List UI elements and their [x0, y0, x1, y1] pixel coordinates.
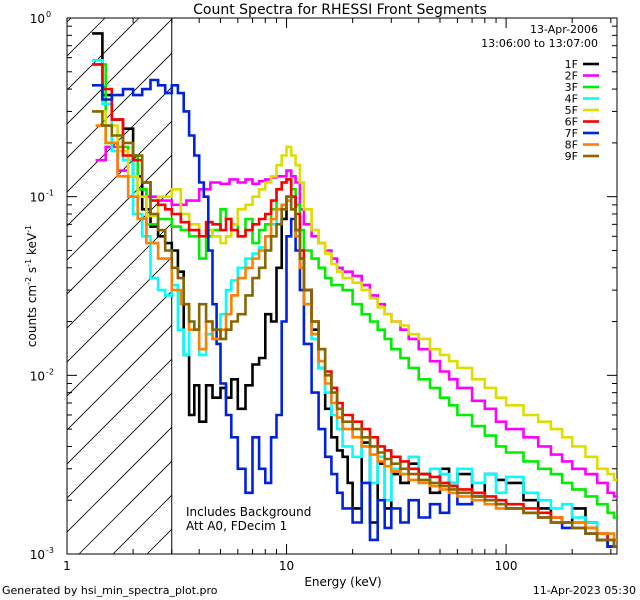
- plot-frame: [66, 17, 618, 555]
- hatch-line: [67, 86, 172, 193]
- y-tick-exponent: -2: [46, 367, 54, 376]
- legend-label-2f: 2F: [565, 70, 578, 83]
- series-group: [92, 32, 617, 548]
- hatch-line: [67, 18, 140, 91]
- hatch-line: [67, 188, 172, 295]
- series-line-3f: [95, 63, 617, 519]
- hatch-line: [67, 52, 172, 159]
- legend-label-4f: 4F: [565, 93, 578, 106]
- y-tick-label: 10: [30, 369, 45, 383]
- hatch-line: [67, 18, 106, 57]
- y-tick-exponent: -1: [46, 189, 54, 198]
- date-label: 13-Apr-2006: [530, 23, 598, 36]
- footer-generated-by: Generated by hsi_min_spectra_plot.pro: [2, 584, 218, 597]
- y-axis-label: counts cm-2 s-1 keV-1: [24, 225, 39, 347]
- series-line-5f: [95, 110, 617, 482]
- y-tick-exponent: -3: [46, 546, 54, 555]
- chart-title: Count Spectra for RHESSI Front Segments: [193, 2, 487, 18]
- hatch-line: [521, 18, 640, 554]
- legend-label-7f: 7F: [565, 127, 578, 140]
- legend-label-9f: 9F: [565, 150, 578, 163]
- x-tick-label: 10: [279, 559, 294, 573]
- y-tick-label: 10: [30, 12, 45, 26]
- legend-label-5f: 5F: [565, 104, 578, 117]
- hatch-line: [67, 222, 172, 329]
- legend-label-1f: 1F: [565, 58, 578, 71]
- hatch-line: [623, 18, 640, 554]
- hatch-line: [67, 426, 172, 533]
- y-tick-label: 10: [30, 548, 45, 562]
- hatch-line: [67, 358, 172, 465]
- legend-label-8f: 8F: [565, 139, 578, 152]
- hatch-line: [67, 18, 172, 125]
- time-range-label: 13:06:00 to 13:07:00: [481, 37, 598, 50]
- legend-label-6f: 6F: [565, 116, 578, 129]
- y-tick-label: 10: [30, 191, 45, 205]
- hatch-line: [78, 460, 172, 554]
- legend-label-3f: 3F: [565, 81, 578, 94]
- hatch-line: [0, 18, 3, 554]
- annotation-background: Includes Background: [186, 505, 311, 519]
- x-tick-label: 1: [63, 559, 71, 573]
- hatch-line: [67, 154, 172, 261]
- footer-timestamp: 11-Apr-2023 05:30: [532, 584, 636, 597]
- hatch-line: [67, 256, 172, 363]
- series-line-7f: [92, 78, 617, 548]
- series-line-8f: [95, 124, 617, 542]
- series-line-9f: [92, 110, 617, 548]
- annotation-attenuator: Att A0, FDecim 1: [186, 519, 287, 533]
- x-axis-label: Energy (keV): [304, 575, 381, 589]
- x-tick-label: 100: [495, 559, 518, 573]
- series-line-2f: [95, 145, 617, 498]
- hatch-line: [67, 120, 172, 227]
- y-tick-exponent: 0: [46, 10, 51, 19]
- hatched-background-region: [0, 18, 640, 554]
- hatch-line: [67, 392, 172, 499]
